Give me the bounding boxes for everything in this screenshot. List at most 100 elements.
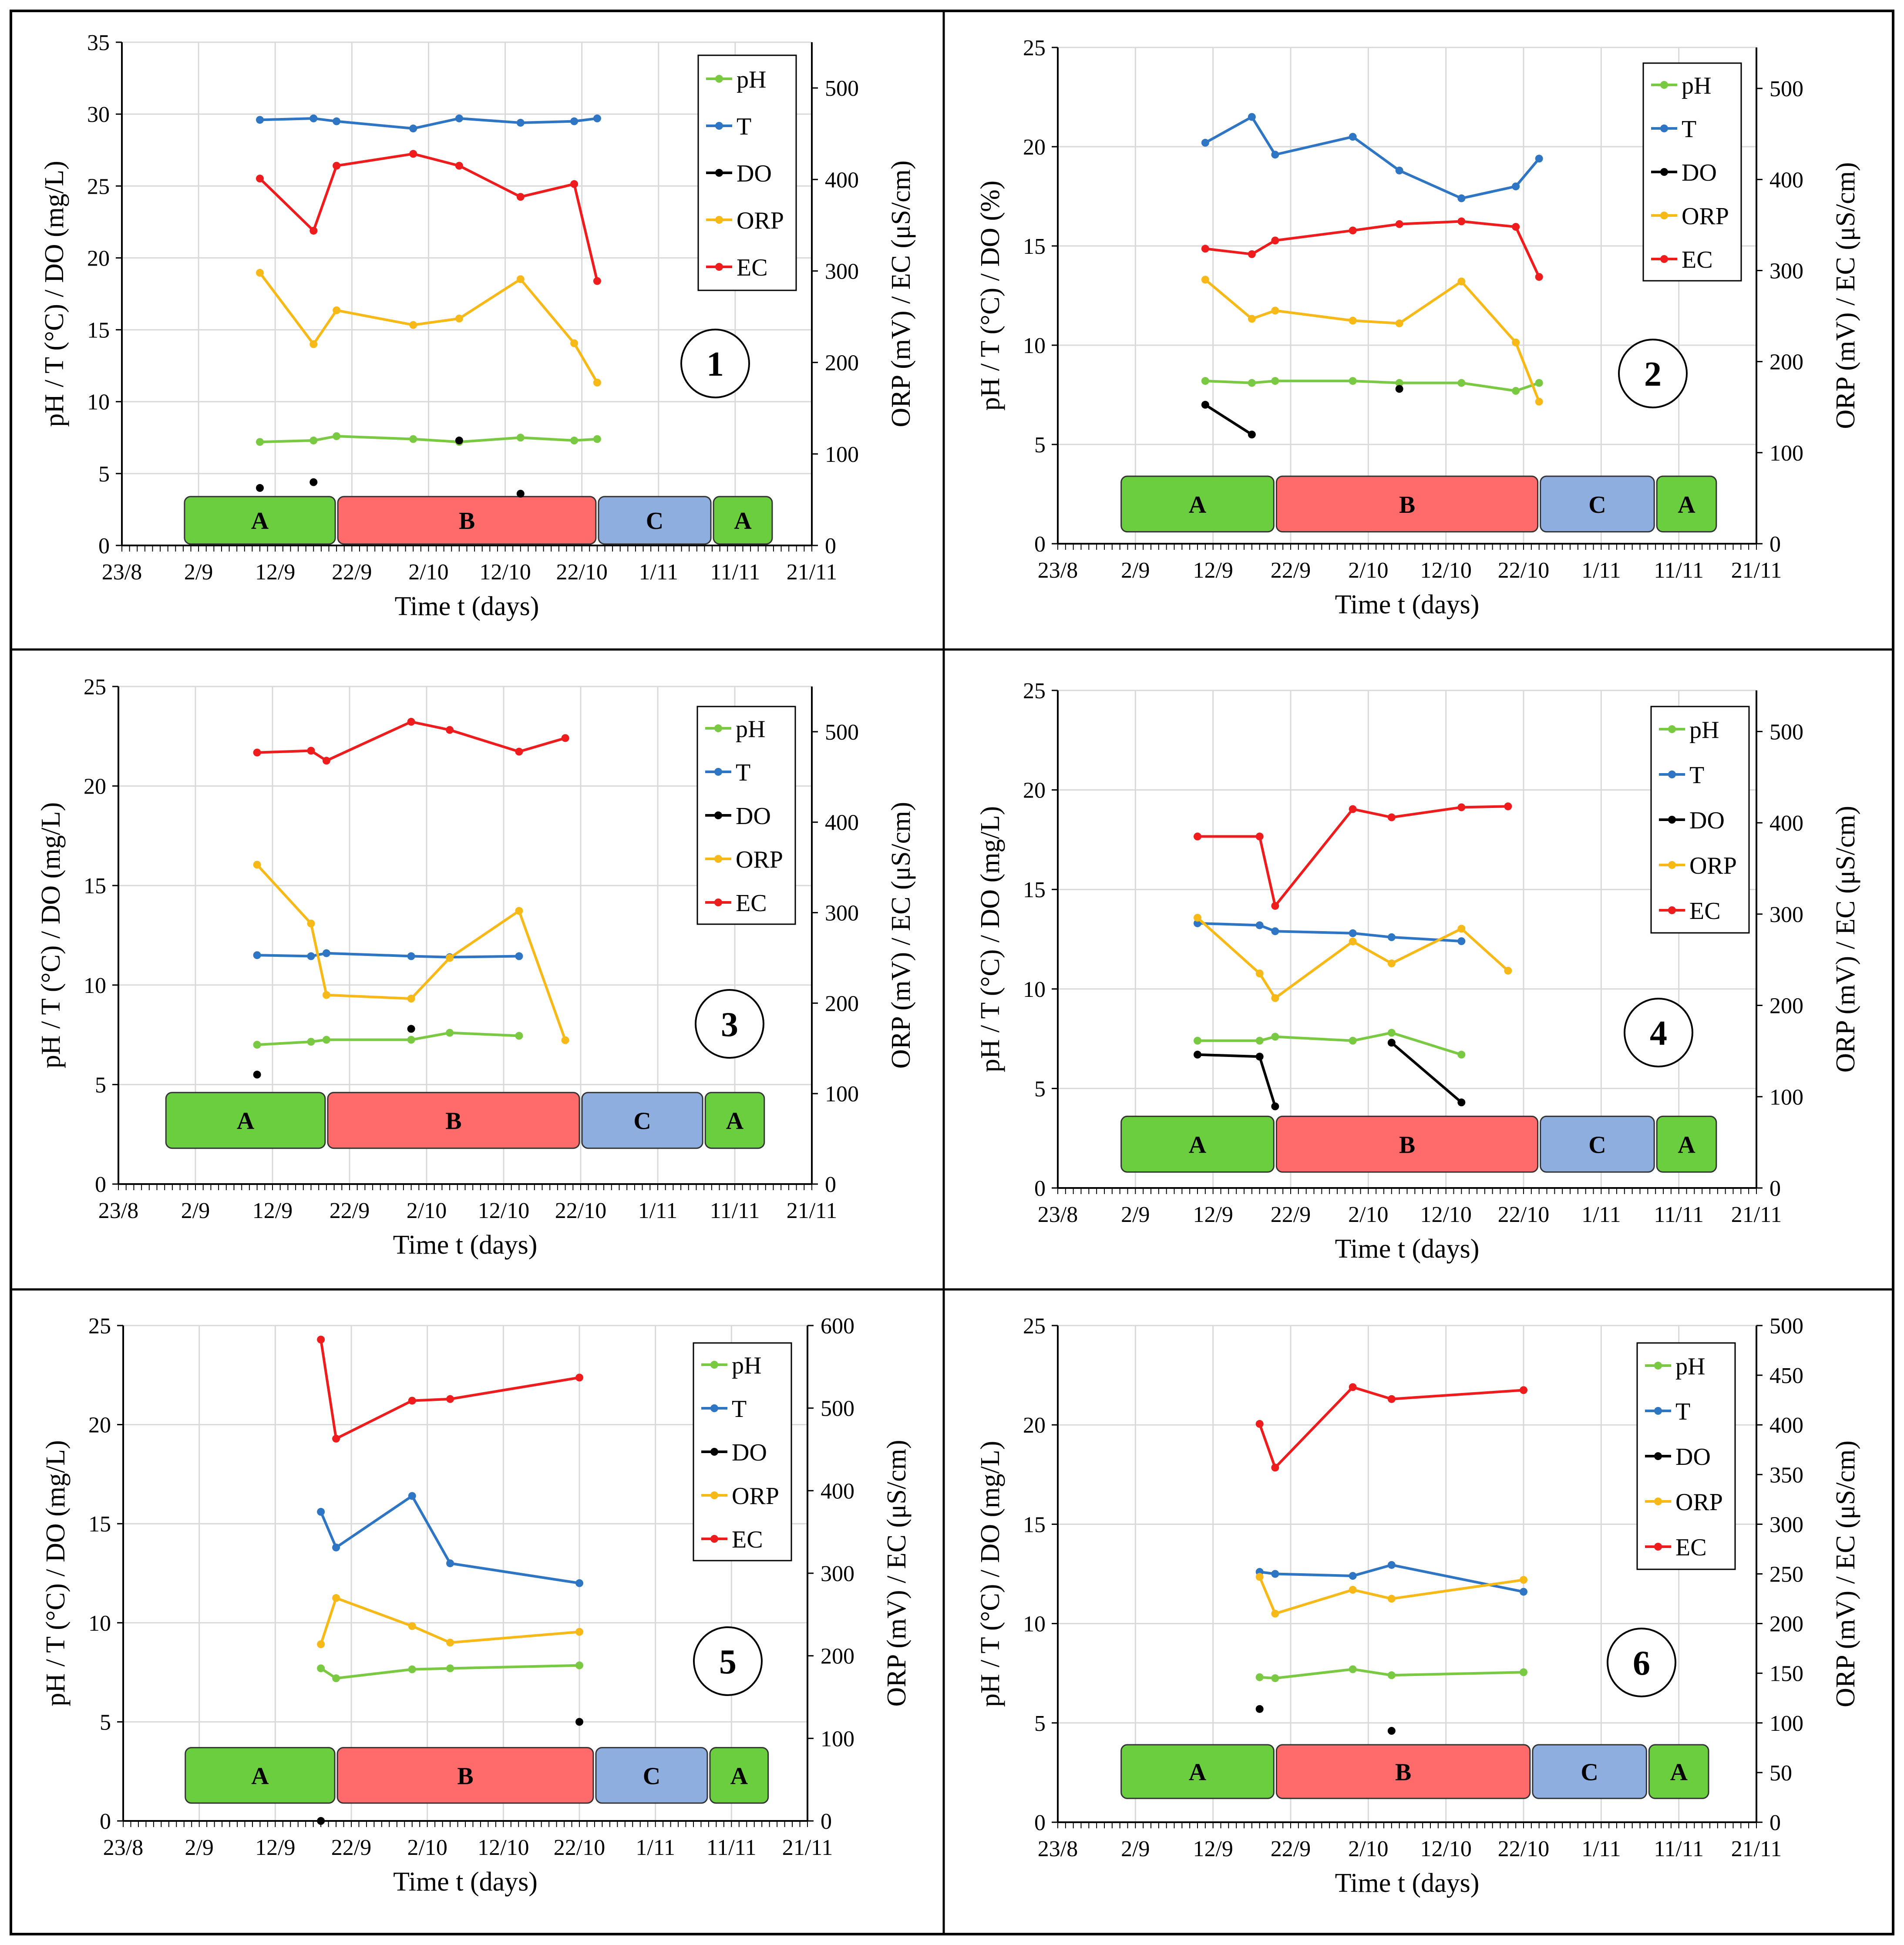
data-point-EC: [1271, 1464, 1279, 1472]
data-point-T: [515, 952, 523, 960]
data-point-T: [1271, 927, 1279, 935]
data-point-T: [253, 951, 261, 959]
data-point-T: [322, 949, 330, 957]
data-point-EC: [455, 162, 463, 170]
legend-marker-DO: [1660, 168, 1668, 176]
x-tick-label: 1/11: [638, 1198, 678, 1223]
phase-label: B: [445, 1108, 461, 1135]
y-right-tick-label: 100: [1769, 1085, 1803, 1110]
phase-label: C: [633, 1108, 651, 1135]
series-pH: [256, 432, 601, 446]
data-point-ORP: [408, 1622, 416, 1630]
x-tick-label: 12/10: [1420, 1202, 1471, 1227]
legend: pH T DO ORP EC: [1650, 706, 1750, 934]
data-point-EC: [1395, 220, 1403, 228]
y-right-tick-label: 300: [1769, 1512, 1803, 1537]
data-point-pH: [256, 438, 264, 446]
y-axis-left-title: pH / T (°C) / DO (mg/L): [40, 161, 69, 427]
legend-marker-T: [1654, 1407, 1662, 1415]
x-tick-label: 21/11: [1731, 1837, 1782, 1861]
legend-label-ORP: ORP: [1689, 852, 1737, 879]
data-point-T: [1520, 1588, 1527, 1596]
series-pH: [1201, 377, 1543, 395]
phase-bar-A: [704, 1092, 765, 1149]
y-right-tick-label: 400: [1769, 811, 1803, 836]
y-right-tick-label: 200: [825, 351, 859, 376]
data-point-T: [446, 1559, 454, 1568]
y-right-tick-label: 250: [1769, 1562, 1803, 1587]
data-point-DO: [1248, 431, 1256, 439]
data-point-T: [593, 114, 601, 123]
x-tick-label: 22/9: [1271, 558, 1311, 583]
y-right-tick-label: 0: [1769, 1810, 1781, 1835]
data-point-DO: [309, 478, 318, 486]
data-point-pH: [1349, 1036, 1357, 1045]
phase-bar-A: [713, 496, 773, 545]
data-point-EC: [1349, 805, 1357, 813]
data-point-ORP: [1457, 925, 1466, 933]
panel-badge-number: 3: [721, 1006, 738, 1044]
data-point-EC: [1387, 1395, 1396, 1403]
legend-marker-T: [710, 1404, 718, 1412]
legend-marker-DO: [714, 811, 722, 819]
phase-bar-A: [184, 496, 336, 545]
data-point-pH: [593, 435, 601, 443]
legend-box: [1642, 62, 1742, 282]
chart-panel-3: 23/8 2/9 12/9 22/9 2/10 12/10 22/10 1/11 11/11 21…: [36, 675, 916, 1260]
y-right-tick-label: 400: [825, 811, 859, 835]
data-point-T: [1349, 1572, 1357, 1580]
x-tick-label: 22/10: [555, 1198, 606, 1223]
series-EC: [253, 718, 569, 765]
series-ORP: [256, 269, 601, 387]
phase-label: C: [1588, 1131, 1606, 1158]
series-line-ORP: [320, 1596, 580, 1645]
x-tick-label: 1/11: [639, 560, 679, 585]
series-line-ORP: [259, 272, 599, 384]
legend-label-pH: pH: [732, 1352, 761, 1379]
data-point-ORP: [593, 378, 601, 387]
data-point-T: [1457, 937, 1466, 946]
legend-label-ORP: ORP: [736, 846, 783, 873]
x-tick-label: 1/11: [1581, 558, 1621, 583]
data-point-T: [575, 1579, 583, 1587]
x-tick-label: 22/10: [556, 560, 607, 585]
x-tick-label: 11/11: [1654, 1837, 1704, 1861]
y-right-tick-label: 500: [1769, 77, 1803, 101]
data-point-EC: [333, 162, 341, 170]
data-point-T: [256, 116, 264, 124]
legend: pH T DO ORP EC: [693, 1342, 792, 1561]
legend-marker-ORP: [1654, 1497, 1662, 1505]
data-point-EC: [322, 757, 330, 765]
y-right-tick-label: 0: [821, 1809, 832, 1834]
data-point-T: [309, 114, 318, 123]
data-point-ORP: [446, 1639, 454, 1647]
x-tick-label: 23/8: [1038, 1202, 1078, 1227]
data-point-EC: [256, 175, 264, 183]
legend-marker-DO: [1668, 816, 1676, 824]
data-point-ORP: [256, 269, 264, 277]
x-tick-label: 2/10: [1348, 558, 1388, 583]
data-point-ORP: [1248, 315, 1256, 323]
legend-marker-pH: [1660, 81, 1668, 89]
data-point-EC: [1349, 226, 1357, 235]
y-right-tick-label: 100: [825, 442, 859, 467]
x-tick-label: 23/8: [102, 560, 142, 585]
x-tick-label: 12/10: [1420, 558, 1471, 583]
y-left-tick-label: 5: [1034, 433, 1046, 458]
series-DO: [253, 1025, 415, 1079]
legend-label-ORP: ORP: [732, 1483, 779, 1510]
panel-badge-number: 1: [706, 345, 724, 384]
data-point-DO: [1194, 1050, 1201, 1059]
x-tick-label: 11/11: [1654, 1202, 1704, 1227]
series-EC: [256, 150, 601, 285]
legend-label-pH: pH: [1689, 717, 1719, 744]
y-right-tick-label: 200: [1769, 350, 1803, 375]
data-point-pH: [1349, 377, 1357, 385]
data-point-EC: [570, 180, 579, 188]
x-tick-label: 2/10: [408, 560, 448, 585]
series-line-DO: [1204, 404, 1253, 436]
series-DO: [1387, 1039, 1466, 1107]
data-point-T: [1255, 921, 1264, 929]
phase-label: A: [726, 1108, 744, 1135]
y-right-tick-label: 300: [1769, 902, 1803, 927]
